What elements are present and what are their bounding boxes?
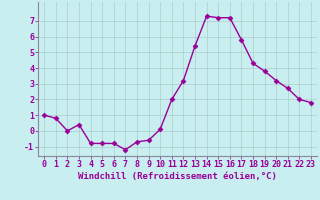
X-axis label: Windchill (Refroidissement éolien,°C): Windchill (Refroidissement éolien,°C)	[78, 172, 277, 181]
